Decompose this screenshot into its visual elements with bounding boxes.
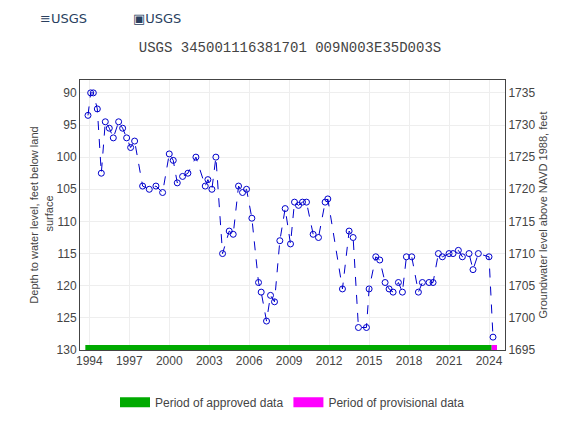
svg-text:2003: 2003 [196, 354, 223, 368]
svg-text:2012: 2012 [316, 354, 343, 368]
svg-text:▣USGS: ▣USGS [133, 11, 181, 26]
svg-text:110: 110 [57, 215, 76, 229]
svg-text:125: 125 [57, 311, 77, 325]
svg-text:115: 115 [57, 247, 76, 261]
svg-text:105: 105 [57, 182, 77, 196]
svg-text:1994: 1994 [76, 354, 103, 368]
svg-text:1725: 1725 [508, 150, 535, 164]
svg-text:2015: 2015 [356, 354, 383, 368]
svg-text:Groundwater level above NAVD 1: Groundwater level above NAVD 1988, feet [537, 111, 549, 318]
svg-text:1705: 1705 [508, 279, 535, 293]
svg-text:120: 120 [57, 279, 77, 293]
svg-text:1720: 1720 [508, 182, 535, 196]
svg-text:Depth to water level, feet bel: Depth to water level, feet below land su… [28, 126, 54, 303]
svg-text:2024: 2024 [476, 354, 503, 368]
svg-text:1730: 1730 [508, 118, 535, 132]
svg-text:1715: 1715 [508, 215, 535, 229]
svg-text:USGS 345001116381701 009N003E3: USGS 345001116381701 009N003E35D003S [139, 40, 441, 56]
svg-text:1700: 1700 [508, 311, 535, 325]
svg-text:95: 95 [63, 118, 77, 132]
svg-text:1710: 1710 [508, 247, 535, 261]
svg-text:130: 130 [57, 343, 77, 357]
svg-text:2018: 2018 [396, 354, 423, 368]
svg-text:2021: 2021 [436, 354, 463, 368]
svg-text:2000: 2000 [156, 354, 183, 368]
svg-text:90: 90 [63, 86, 77, 100]
svg-text:2009: 2009 [276, 354, 303, 368]
svg-text:100: 100 [57, 150, 77, 164]
svg-text:Period of approved data: Period of approved data [155, 396, 283, 410]
svg-text:≡USGS: ≡USGS [40, 11, 87, 26]
svg-text:1997: 1997 [116, 354, 143, 368]
svg-text:2006: 2006 [236, 354, 263, 368]
svg-text:1735: 1735 [508, 86, 535, 100]
svg-text:1695: 1695 [508, 343, 535, 357]
svg-text:Period of provisional data: Period of provisional data [328, 396, 464, 410]
